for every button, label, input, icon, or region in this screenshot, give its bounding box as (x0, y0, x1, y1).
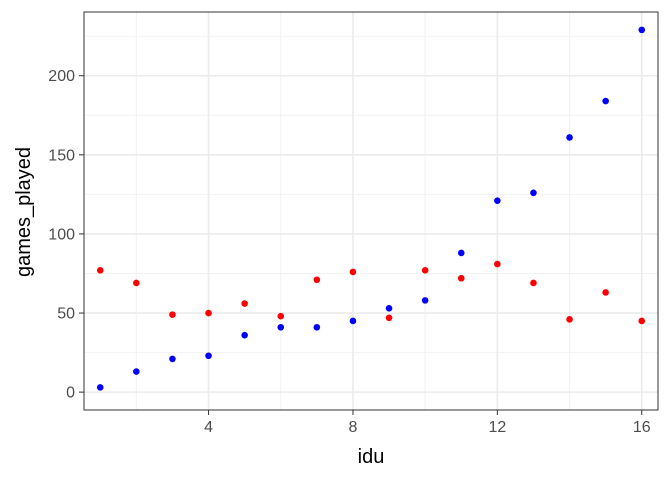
y-tick-label: 50 (57, 306, 75, 323)
blue-data-point (385, 304, 393, 312)
blue-data-point (349, 317, 357, 325)
red-data-point (494, 260, 501, 268)
data-points (96, 26, 646, 391)
blue-data-point (205, 352, 212, 360)
red-data-point (241, 300, 248, 307)
blue-data-point (96, 384, 104, 391)
y-tick-label: 200 (48, 68, 75, 85)
red-data-point (385, 314, 393, 322)
blue-data-point (566, 134, 573, 141)
red-data-point (638, 317, 646, 325)
blue-data-point (241, 331, 248, 339)
red-data-point (566, 316, 573, 323)
blue-data-point (457, 249, 465, 257)
panel-border (83, 11, 659, 411)
blue-data-point (277, 323, 285, 331)
blue-data-point (313, 323, 321, 331)
red-data-point (169, 311, 176, 318)
major-gridlines (84, 12, 658, 410)
y-tick-label: 100 (48, 226, 75, 243)
x-tick-label: 8 (348, 419, 357, 436)
red-data-point (205, 309, 212, 317)
blue-data-point (169, 355, 176, 363)
x-tick-label: 12 (488, 419, 506, 436)
x-axis-title: idu (358, 446, 385, 468)
blue-data-point (530, 189, 537, 197)
axis-ticks (79, 75, 643, 415)
blue-data-point (494, 197, 501, 205)
y-axis-tick-labels: 0 50 100 150 200 (48, 68, 75, 401)
red-data-point (277, 312, 285, 320)
red-data-point (313, 276, 321, 284)
red-data-point (457, 274, 465, 282)
blue-data-point (602, 97, 609, 105)
red-data-point (602, 289, 609, 296)
x-tick-label: 4 (204, 419, 213, 436)
x-axis-tick-labels: 4 8 12 16 (204, 419, 651, 436)
red-data-point (421, 267, 429, 274)
red-data-point (96, 267, 104, 274)
red-data-point (133, 279, 140, 287)
blue-data-point (638, 26, 646, 34)
y-tick-label: 0 (66, 385, 75, 402)
blue-data-point (421, 297, 429, 304)
y-axis-title: games_played (13, 147, 35, 277)
minor-gridlines (84, 12, 658, 410)
x-tick-label: 16 (633, 419, 651, 436)
red-data-point (349, 268, 357, 276)
red-data-point (530, 279, 537, 287)
blue-data-point (133, 368, 140, 375)
y-tick-label: 150 (48, 147, 75, 164)
